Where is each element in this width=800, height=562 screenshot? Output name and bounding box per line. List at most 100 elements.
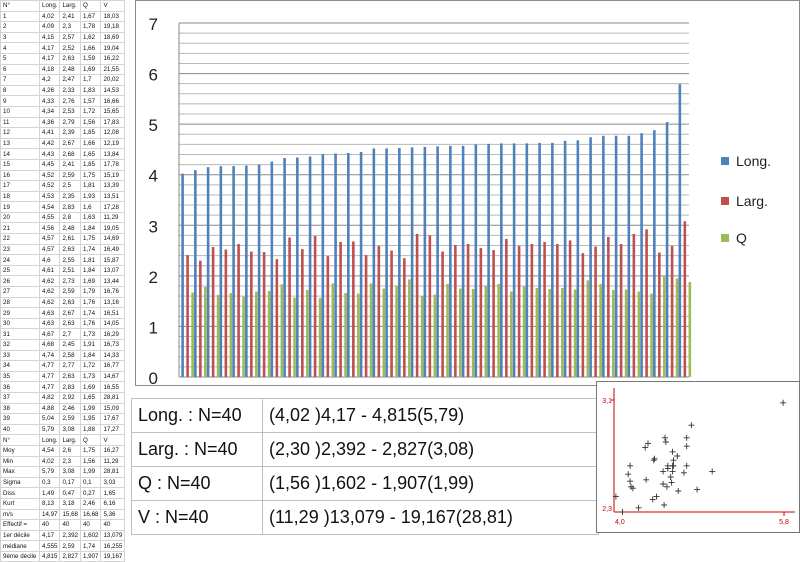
sheet-cell[interactable]: 4,68 — [38, 339, 61, 351]
sheet-cell[interactable]: 4,82 — [38, 391, 61, 404]
sheet-cell[interactable]: 12,19 — [100, 137, 126, 150]
sheet-cell[interactable]: 28,81 — [100, 391, 126, 404]
sheet-cell[interactable]: 11 — [0, 116, 40, 129]
sheet-cell[interactable]: 4,815 — [38, 550, 61, 562]
sheet-cell[interactable]: 4,43 — [38, 148, 61, 160]
sheet-cell[interactable]: 4,02 — [38, 455, 61, 468]
sheet-cell[interactable]: 1,88 — [79, 423, 102, 436]
sheet-cell[interactable]: 1er décile — [0, 529, 40, 542]
sheet-cell[interactable]: Kurt — [0, 497, 40, 510]
sheet-cell[interactable]: 19,18 — [100, 21, 126, 33]
sheet-cell[interactable]: 13,51 — [100, 190, 126, 203]
sheet-cell[interactable]: 0,27 — [79, 487, 102, 499]
sheet-cell[interactable]: 19,04 — [100, 42, 126, 54]
sheet-cell[interactable]: Diss — [0, 487, 40, 499]
sheet-cell[interactable]: 14,67 — [100, 370, 126, 383]
sheet-cell[interactable]: Larg. — [59, 434, 81, 446]
sheet-cell[interactable]: 1,65 — [79, 391, 102, 404]
sheet-cell[interactable]: 17,27 — [100, 423, 126, 436]
sheet-cell[interactable]: 1,59 — [79, 52, 102, 65]
sheet-cell[interactable]: 1,56 — [79, 455, 102, 468]
sheet-cell[interactable]: 2,51 — [59, 264, 81, 277]
sheet-cell[interactable]: 16,55 — [100, 381, 126, 393]
sheet-cell[interactable]: 4,33 — [38, 95, 61, 107]
sheet-cell[interactable]: 2,52 — [59, 42, 81, 54]
sheet-cell[interactable]: 4,17 — [38, 529, 61, 542]
sheet-cell[interactable]: 19,05 — [100, 222, 126, 235]
sheet-cell[interactable]: 0,3 — [38, 476, 61, 489]
sheet-cell[interactable]: 4,18 — [38, 63, 61, 76]
sheet-cell[interactable]: 1,95 — [79, 413, 102, 425]
sheet-cell[interactable]: 1,74 — [79, 540, 102, 552]
sheet-cell[interactable]: 18 — [0, 190, 40, 203]
sheet-cell[interactable]: 1,74 — [79, 243, 102, 256]
sheet-cell[interactable]: 30 — [0, 317, 40, 330]
sheet-cell[interactable]: 2,392 — [59, 529, 81, 542]
sheet-cell[interactable]: 12,08 — [100, 127, 126, 139]
sheet-cell[interactable]: 35 — [0, 370, 40, 383]
sheet-cell[interactable]: 2,61 — [59, 233, 81, 245]
sheet-cell[interactable]: 3,08 — [59, 423, 81, 436]
sheet-cell[interactable]: V — [100, 434, 126, 446]
sheet-cell[interactable]: 2,92 — [59, 391, 81, 404]
sheet-cell[interactable]: 4,2 — [38, 74, 61, 86]
sheet-cell[interactable]: 1,93 — [79, 190, 102, 203]
sheet-cell[interactable]: 4,63 — [38, 307, 61, 319]
sheet-cell[interactable]: 4,41 — [38, 127, 61, 139]
sheet-cell[interactable]: 4,54 — [38, 201, 61, 213]
sheet-cell[interactable]: 3,18 — [59, 497, 81, 510]
sheet-cell[interactable]: 16,27 — [100, 444, 126, 457]
sheet-cell[interactable]: 2,59 — [59, 169, 81, 182]
sheet-cell[interactable]: 21 — [0, 222, 40, 235]
sheet-cell[interactable]: 15,87 — [100, 254, 126, 266]
sheet-cell[interactable]: 13,079 — [100, 529, 126, 542]
sheet-cell[interactable]: 28 — [0, 296, 40, 309]
sheet-cell[interactable]: 1,84 — [79, 349, 102, 362]
sheet-cell[interactable]: 5,36 — [100, 508, 126, 521]
sheet-cell[interactable]: 12 — [0, 127, 40, 139]
sheet-cell[interactable]: 4,56 — [38, 222, 61, 235]
sheet-cell[interactable]: 33 — [0, 349, 40, 362]
sheet-cell[interactable]: 24 — [0, 254, 40, 266]
sheet-cell[interactable]: 13,84 — [100, 148, 126, 160]
sheet-cell[interactable]: 0,1 — [79, 476, 102, 489]
sheet-cell[interactable]: 14,97 — [38, 508, 61, 521]
sheet-cell[interactable]: 3 — [0, 31, 40, 44]
sheet-cell[interactable]: 14,69 — [100, 233, 126, 245]
sheet-cell[interactable]: 22 — [0, 233, 40, 245]
sheet-cell[interactable]: 2,59 — [59, 413, 81, 425]
sheet-cell[interactable]: 4,36 — [38, 116, 61, 129]
sheet-cell[interactable]: 0,47 — [59, 487, 81, 499]
sheet-cell[interactable]: 5,79 — [38, 423, 61, 436]
sheet-cell[interactable]: 39 — [0, 413, 40, 425]
sheet-cell[interactable]: 1,63 — [79, 211, 102, 224]
sheet-cell[interactable]: 40 — [59, 519, 81, 531]
sheet-cell[interactable]: 1,6 — [79, 201, 102, 213]
sheet-cell[interactable]: 2,55 — [59, 254, 81, 266]
sheet-cell[interactable]: Max — [0, 466, 40, 478]
sheet-cell[interactable]: 4,88 — [38, 402, 61, 415]
sheet-cell[interactable]: 2,63 — [59, 52, 81, 65]
sheet-cell[interactable]: 4,09 — [38, 21, 61, 33]
sheet-cell[interactable]: 1,7 — [79, 74, 102, 86]
sheet-cell[interactable]: 2,63 — [59, 296, 81, 309]
sheet-cell[interactable]: m/s — [0, 508, 40, 521]
sheet-cell[interactable]: 40 — [79, 519, 102, 531]
sheet-cell[interactable]: 1,91 — [79, 339, 102, 351]
sheet-cell[interactable]: N° — [0, 434, 40, 446]
sheet-cell[interactable]: 2,63 — [59, 317, 81, 330]
sheet-cell[interactable]: 21,55 — [100, 63, 126, 76]
sheet-cell[interactable]: 1,69 — [79, 381, 102, 393]
sheet-cell[interactable]: 40 — [0, 423, 40, 436]
sheet-cell[interactable]: 2,47 — [59, 74, 81, 86]
sheet-cell[interactable]: 2,58 — [59, 349, 81, 362]
sheet-cell[interactable]: 19 — [0, 201, 40, 213]
sheet-cell[interactable]: 2,48 — [59, 63, 81, 76]
sheet-cell[interactable]: 4,52 — [38, 180, 61, 192]
sheet-cell[interactable]: 4,62 — [38, 296, 61, 309]
sheet-cell[interactable]: 18,03 — [100, 10, 126, 23]
sheet-cell[interactable]: 1,57 — [79, 95, 102, 107]
sheet-cell[interactable]: 2,5 — [59, 180, 81, 192]
sheet-cell[interactable]: 2,59 — [59, 286, 81, 298]
sheet-cell[interactable]: 1,69 — [79, 63, 102, 76]
